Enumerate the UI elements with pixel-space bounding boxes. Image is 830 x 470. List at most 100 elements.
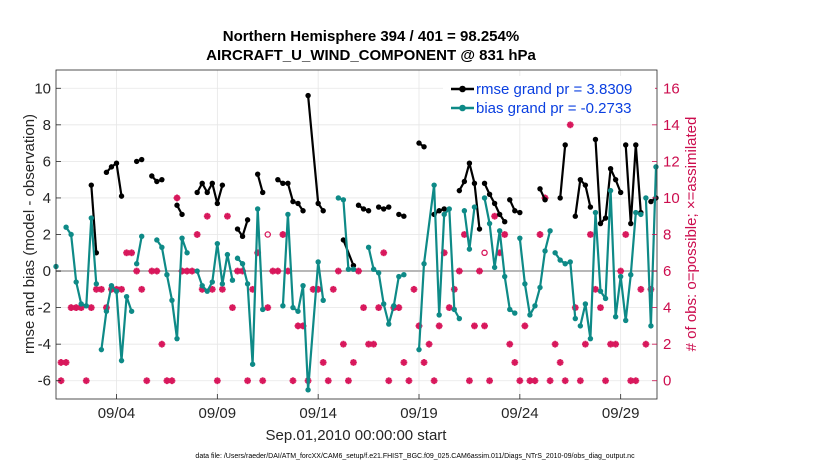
rmse-point [260,189,266,196]
rmse-point [355,202,362,208]
bias-point [451,306,457,313]
y-tick-label: -4 [38,336,51,353]
obs-assimilated-marker [118,285,125,293]
obs-assimilated-stroke [461,231,468,238]
bias-point [260,306,266,313]
bias-point [496,228,503,234]
obs-assimilated-marker [546,377,554,385]
rmse-point [149,173,155,179]
bias-point [491,264,498,271]
bias-point [249,361,256,367]
obs-assimilated-stroke [269,267,276,275]
rmse-point [396,211,402,218]
obs-assimilated-stroke [642,341,649,348]
obs-assimilated-stroke [320,359,327,366]
y-tick-label: 6 [43,153,51,170]
bias-point [633,209,639,216]
obs-assimilated-stroke [330,286,337,293]
x-tick-label: 09/14 [299,405,337,422]
rmse-point [577,176,584,183]
bias-point [280,303,286,309]
obs-assimilated-stroke [224,213,231,220]
obs-assimilated-marker [229,304,236,312]
obs-assimilated-stroke [466,377,473,384]
bias-point [441,211,447,218]
x-tick-label: 09/09 [199,405,237,422]
obs-assimilated-stroke [476,267,483,275]
rmse-point [628,220,634,227]
rmse-point [557,195,563,201]
obs-assimilated-marker [365,340,372,348]
obs-assimilated-stroke [506,341,513,348]
rmse-point [607,166,614,172]
right-tick-label: 6 [663,263,671,280]
bias-point [285,211,291,218]
rmse-point [582,182,589,188]
rmse-point [537,186,543,192]
x-tick-label: 09/04 [98,405,136,422]
bias-point [557,257,563,263]
bias-point [648,323,654,329]
bias-point [431,182,437,188]
bias-point [179,235,185,241]
obs-assimilated-marker [632,377,640,385]
bias-point [623,317,629,324]
rmse-line [105,162,123,197]
obs-assimilated-marker [193,231,201,238]
obs-assimilated-stroke [577,377,584,384]
rmse-point [113,160,120,166]
obs-assimilated-stroke [602,377,609,384]
bias-point [340,197,347,203]
bias-point [567,259,573,265]
obs-assimilated-stroke [209,286,216,293]
rmse-point [517,209,523,216]
y-axis-label: rmse and bias (model - observation) [21,114,38,354]
obs-assimilated-stroke [567,121,574,128]
obs-assimilated-stroke [229,304,236,311]
obs-assimilated-marker [486,377,493,385]
obs-assimilated-marker [224,212,231,220]
obs-assimilated-stroke [289,377,297,384]
rmse-point [597,220,604,227]
obs-assimilated-stroke [592,286,599,293]
obs-assimilated-stroke [340,341,347,348]
obs-assimilated-stroke [153,267,160,275]
bias-series [53,164,659,393]
obs-assimilated-marker [329,285,337,293]
obs-assimilated-marker [133,267,141,275]
bias-point [537,284,543,291]
obs-assimilated-marker [420,359,428,366]
obs-assimilated-stroke [148,267,155,275]
rmse-point [103,169,110,176]
bias-point [612,314,619,320]
rmse-point [375,204,382,210]
obs-assimilated-stroke [360,304,367,311]
rmse-point [512,208,518,214]
obs-assimilated-stroke [83,377,90,384]
obs-assimilated-marker [97,285,105,293]
obs-assimilated-stroke [536,231,544,238]
rmse-point [300,208,306,214]
obs-assimilated-marker [128,249,136,257]
obs-assimilated-stroke [370,341,377,348]
legend-rmse-marker [459,85,466,93]
rmse-line [624,143,642,225]
bias-point [320,297,326,303]
obs-assimilated-marker [617,267,625,275]
obs-assimilated-marker [62,359,70,366]
obs-assimilated-stroke [481,322,488,329]
bias-point [391,303,397,309]
obs-assimilated-stroke [259,377,266,384]
y-tick-label: 4 [43,190,51,207]
bias-point [164,272,170,278]
bias-point [63,224,69,230]
right-tick-label: 8 [663,227,671,244]
obs-assimilated-stroke [446,304,453,311]
bias-point [617,273,624,280]
y-tick-label: -2 [38,300,51,317]
obs-assimilated-stroke [436,322,443,329]
rmse-point [244,217,251,223]
bias-point [229,277,236,283]
bias-point [507,306,513,313]
obs-assimilated-marker [430,377,438,385]
